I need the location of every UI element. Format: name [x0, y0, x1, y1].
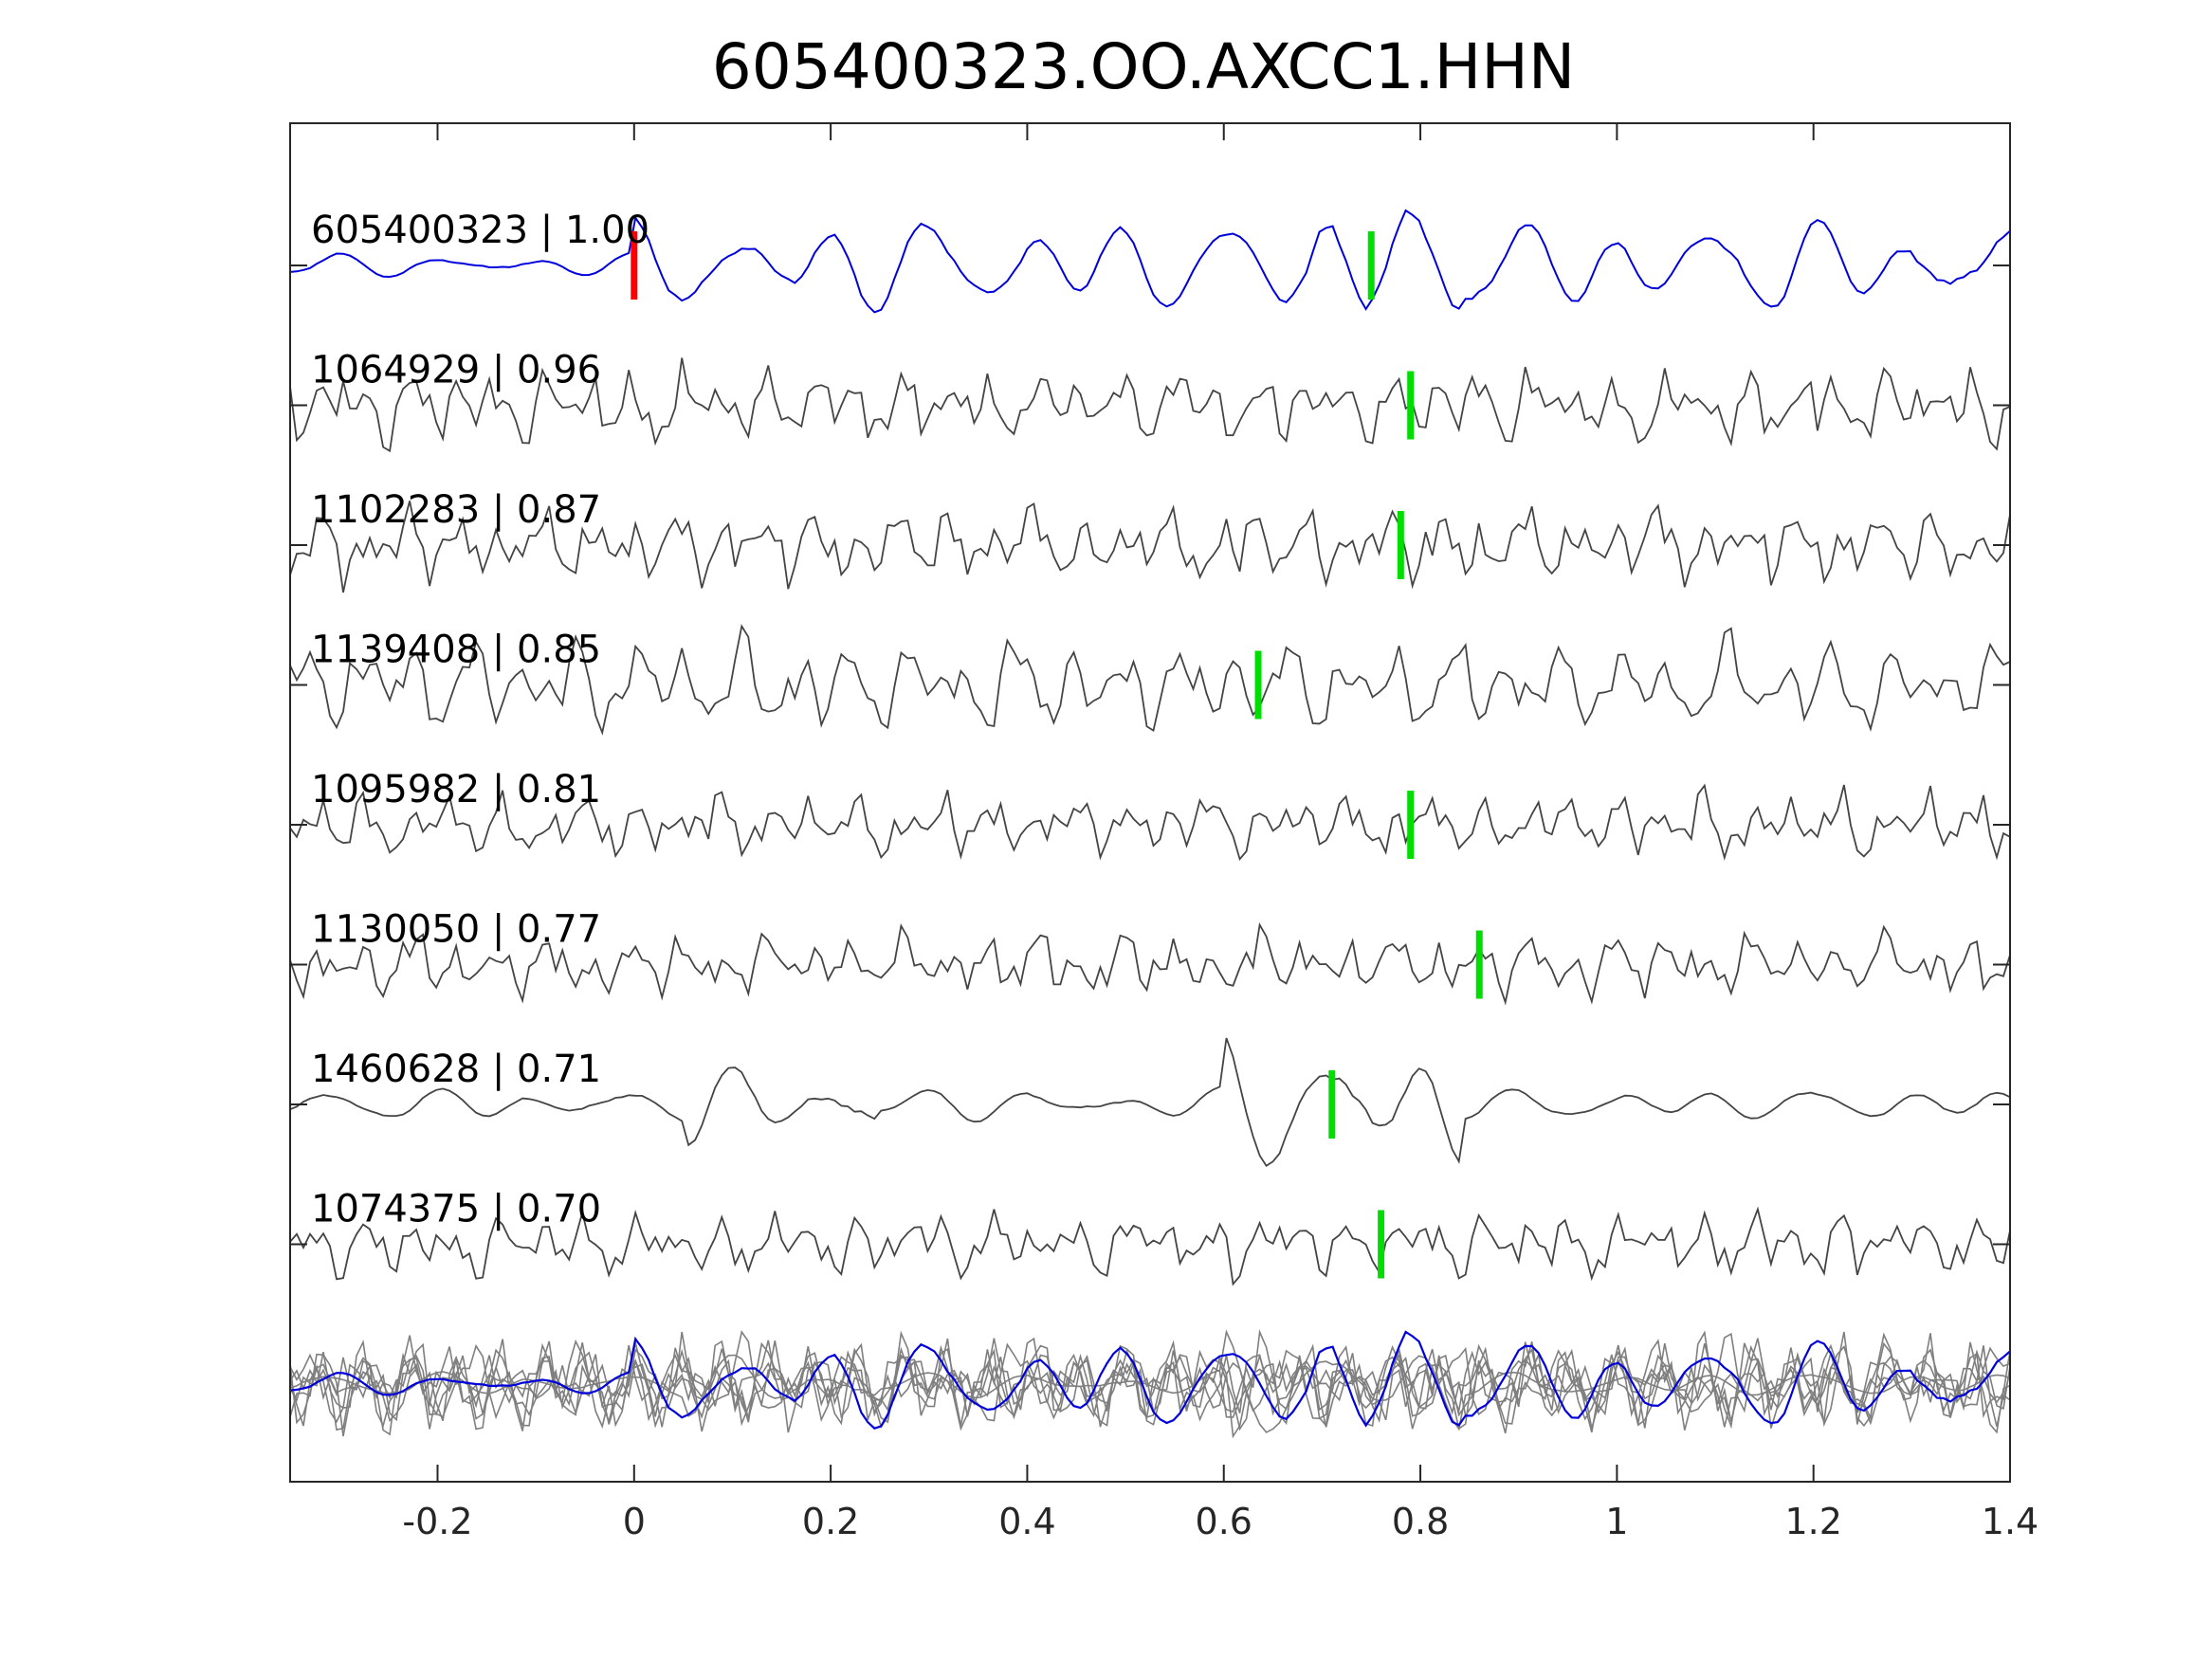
x-tick-label: -0.2 [402, 1501, 472, 1542]
trace-line-605400323 [289, 209, 2011, 314]
x-tick-label: 0.2 [802, 1501, 859, 1542]
stack-trace-line-5 [289, 1329, 2011, 1433]
x-tick-label: 0.6 [1196, 1501, 1252, 1542]
trace-line-1074375 [289, 1206, 2011, 1286]
trace-line-1064929 [289, 357, 2011, 453]
trace-label-1130050: 1130050 | 0.77 [311, 908, 601, 952]
trace-label-605400323: 605400323 | 1.00 [311, 209, 649, 252]
trace-label-1460628: 1460628 | 0.71 [311, 1048, 601, 1091]
trace-label-1064929: 1064929 | 0.96 [311, 349, 601, 392]
picks-layer [631, 231, 1483, 1279]
stack-trace-line-0 [289, 1331, 2011, 1436]
x-tick-label: 1 [1605, 1501, 1628, 1542]
x-tick-label: 0.8 [1392, 1501, 1449, 1542]
trace-labels: 605400323 | 1.00 1064929 | 0.96 1102283 | … [311, 209, 649, 1231]
stack-trace-line-4 [289, 1328, 2011, 1434]
trace-line-1460628 [289, 1037, 2011, 1168]
trace-line-1102283 [289, 501, 2011, 593]
traces-layer [289, 209, 2011, 1286]
trace-label-1095982: 1095982 | 0.81 [311, 768, 601, 811]
x-tick-label: 0.4 [998, 1501, 1055, 1542]
x-axis: -0.2 0 0.2 0.4 0.6 0.8 1 1.2 1.4 [290, 123, 2038, 1542]
x-tick-label: 0 [623, 1501, 646, 1542]
trace-label-1102283: 1102283 | 0.87 [311, 488, 601, 532]
x-tick-label: 1.4 [1982, 1501, 2038, 1542]
chart-title: 605400323.OO.AXCC1.HHN [712, 30, 1575, 103]
trace-line-1095982 [289, 783, 2011, 862]
stack-trace-line-2 [289, 1330, 2011, 1430]
stack-layer [289, 1328, 2011, 1439]
axes-box [289, 122, 2011, 1483]
x-tick-label: 1.2 [1784, 1501, 1841, 1542]
trace-line-1130050 [289, 921, 2011, 1006]
trace-line-1139408 [289, 624, 2011, 736]
stack-trace-line-6 [289, 1338, 2011, 1439]
trace-label-1139408: 1139408 | 0.85 [311, 629, 601, 672]
trace-label-1074375: 1074375 | 0.70 [311, 1188, 601, 1231]
stack-template-line [289, 1330, 2011, 1430]
